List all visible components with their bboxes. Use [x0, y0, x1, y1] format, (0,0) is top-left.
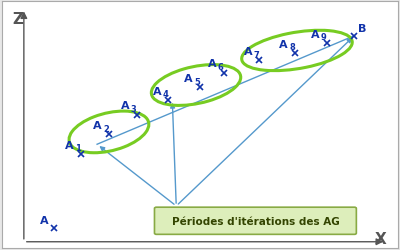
Text: 2: 2 — [103, 124, 109, 133]
Text: X: X — [374, 230, 386, 246]
Text: A: A — [244, 47, 252, 57]
Text: Z: Z — [12, 12, 24, 27]
Text: 8: 8 — [289, 43, 295, 52]
Text: 4: 4 — [162, 90, 168, 99]
Text: A: A — [93, 121, 102, 131]
Text: 7: 7 — [254, 50, 259, 59]
Text: 6: 6 — [218, 63, 224, 72]
Text: A: A — [40, 215, 48, 225]
Text: 5: 5 — [194, 78, 200, 86]
Text: 3: 3 — [131, 104, 136, 114]
Text: Périodes d'itérations des AG: Périodes d'itérations des AG — [172, 216, 339, 226]
Text: A: A — [184, 74, 193, 84]
Text: B: B — [358, 24, 366, 34]
Text: 9: 9 — [321, 33, 326, 42]
Text: A: A — [152, 86, 161, 96]
Text: A: A — [311, 30, 320, 40]
Text: A: A — [208, 59, 216, 69]
Text: A: A — [279, 40, 288, 50]
Text: A: A — [121, 101, 130, 111]
FancyBboxPatch shape — [154, 207, 356, 234]
Text: A: A — [66, 140, 74, 150]
Text: 1: 1 — [75, 144, 81, 153]
